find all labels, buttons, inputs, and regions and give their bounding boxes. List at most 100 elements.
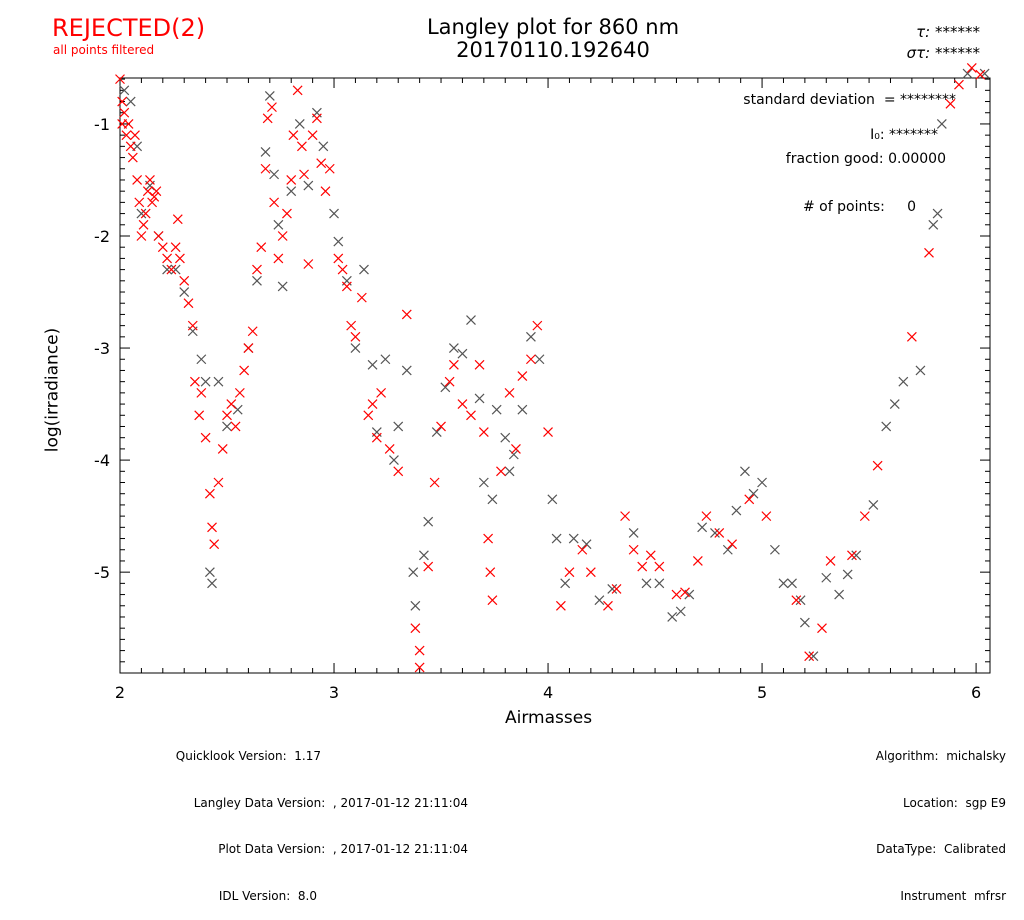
data-point — [320, 186, 331, 197]
data-point — [179, 287, 190, 297]
data-point — [568, 533, 579, 544]
data-point — [267, 102, 277, 113]
data-point — [130, 130, 140, 141]
data-point — [954, 79, 964, 90]
data-point — [791, 595, 802, 606]
data-point — [641, 578, 652, 589]
data-point — [804, 651, 815, 662]
data-point — [123, 119, 134, 129]
plot-data-version: Plot Data Version: , 2017-01-12 21:11:04 — [218, 842, 468, 856]
data-point — [423, 561, 434, 572]
data-point — [269, 197, 280, 208]
data-point — [286, 186, 297, 197]
data-point — [701, 511, 712, 522]
data-point — [207, 522, 217, 533]
data-point — [119, 107, 130, 118]
data-point — [928, 219, 939, 230]
data-point — [603, 600, 613, 611]
data-point — [260, 163, 271, 174]
data-point — [200, 376, 211, 387]
data-point — [868, 499, 879, 510]
data-point — [136, 208, 147, 219]
data-point — [359, 264, 369, 275]
data-point — [341, 281, 352, 292]
data-point — [408, 567, 419, 578]
data-point — [761, 511, 772, 522]
data-point — [145, 175, 155, 185]
data-point — [194, 410, 205, 421]
data-point — [252, 275, 262, 286]
data-point — [517, 404, 528, 415]
data-point — [628, 544, 639, 555]
data-point — [350, 343, 361, 353]
data-point — [821, 572, 832, 583]
data-point — [401, 309, 412, 320]
data-point — [448, 359, 459, 370]
data-point — [551, 533, 562, 544]
data-point — [337, 264, 348, 275]
data-point — [277, 281, 288, 292]
data-point — [560, 578, 571, 589]
data-point — [172, 214, 183, 225]
data-point — [204, 488, 215, 499]
data-point — [226, 399, 237, 409]
data-point — [273, 253, 284, 264]
data-point — [256, 242, 267, 253]
data-point — [962, 68, 973, 79]
idl-version: IDL Version: 8.0 — [218, 888, 317, 903]
data-point — [324, 163, 335, 174]
sigma-label: στ: — [906, 44, 931, 62]
data-point — [496, 466, 506, 477]
data-point — [217, 443, 228, 454]
data-point — [121, 130, 132, 141]
data-point — [222, 410, 232, 421]
data-point — [474, 359, 485, 370]
data-point — [534, 354, 545, 365]
sigma-value: ****** — [935, 44, 980, 62]
data-point — [147, 197, 158, 208]
data-point — [376, 387, 387, 398]
data-point — [296, 141, 307, 152]
data-point — [162, 264, 173, 275]
status-sublabel: all points filtered — [53, 43, 155, 57]
data-point — [697, 522, 708, 533]
x-tick-label: 3 — [329, 683, 339, 702]
data-point — [423, 516, 434, 527]
data-point — [851, 550, 862, 561]
data-point — [637, 561, 648, 572]
data-point — [431, 427, 442, 438]
data-point — [277, 231, 288, 241]
data-point — [222, 421, 232, 432]
data-point — [898, 376, 909, 387]
data-point — [356, 292, 367, 303]
data-point — [620, 511, 631, 522]
sigma-tau-readout: στ: ****** — [907, 44, 980, 62]
data-point — [136, 231, 147, 241]
y-tick-label: -1 — [94, 115, 110, 134]
y-tick-label: -2 — [94, 227, 110, 246]
data-point — [213, 376, 224, 387]
data-point — [654, 561, 665, 572]
tau-readout: τ: ****** — [916, 23, 980, 41]
data-point — [444, 376, 455, 387]
data-point — [448, 343, 459, 353]
data-point — [889, 399, 900, 409]
data-point — [393, 466, 404, 477]
data-point — [151, 186, 162, 197]
data-point — [125, 141, 136, 152]
data-point — [140, 208, 151, 219]
data-point — [847, 550, 857, 561]
data-point — [213, 477, 224, 488]
data-point — [247, 326, 258, 337]
data-point — [667, 612, 678, 622]
data-point — [466, 410, 476, 421]
data-point — [333, 236, 344, 247]
data-point — [282, 208, 292, 219]
data-point — [517, 371, 528, 381]
data-point — [389, 455, 399, 466]
data-point — [722, 544, 733, 555]
y-tick-label: -4 — [94, 451, 110, 470]
data-point — [329, 208, 339, 219]
data-point — [457, 348, 468, 359]
y-tick-label: -3 — [94, 339, 110, 358]
